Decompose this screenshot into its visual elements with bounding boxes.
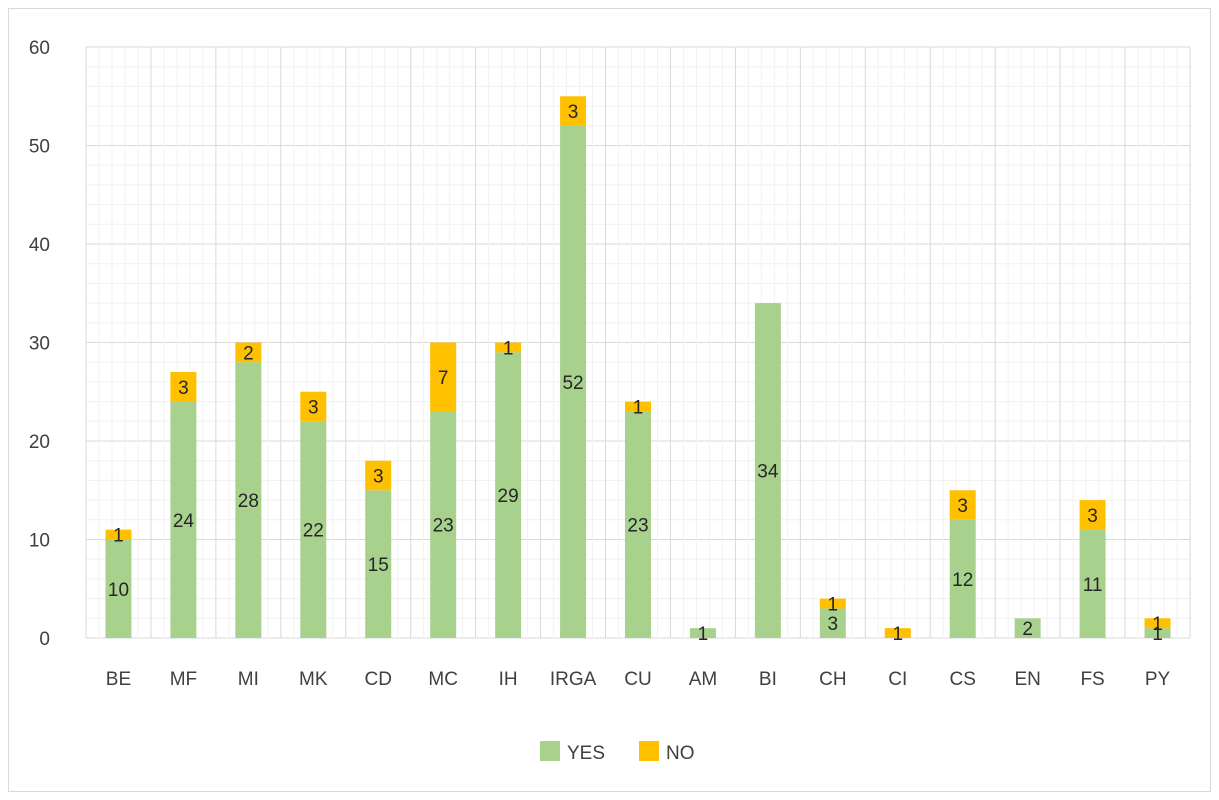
y-tick-label: 30	[29, 334, 50, 355]
y-tick-label: 60	[29, 38, 50, 59]
data-label-no-irga: 3	[568, 102, 579, 123]
data-label-yes-ih: 29	[498, 486, 519, 507]
x-tick-label-irga: IRGA	[550, 669, 597, 690]
bar-yes-mf	[170, 401, 197, 638]
chart-frame	[8, 8, 1211, 792]
x-tick-label-ch: CH	[819, 669, 846, 690]
x-tick-label-mc: MC	[428, 669, 458, 690]
data-label-yes-cd: 15	[368, 555, 389, 576]
data-label-no-mi: 2	[243, 343, 254, 364]
data-label-yes-mc: 23	[433, 516, 454, 537]
bar-no-py	[1144, 618, 1171, 629]
data-label-no-py: 1	[1152, 614, 1163, 635]
bar-no-ih	[495, 342, 522, 353]
data-label-no-be: 1	[113, 526, 124, 547]
x-tick-label-bi: BI	[759, 669, 777, 690]
x-tick-label-cu: CU	[624, 669, 651, 690]
bar-yes-ih	[495, 352, 522, 638]
data-label-yes-mk: 22	[303, 521, 324, 542]
x-tick-label-am: AM	[689, 669, 718, 690]
bar-yes-fs	[1079, 529, 1106, 638]
bars	[105, 96, 1171, 639]
data-labels: 1012432822231532372915232311343111232113…	[108, 102, 1163, 645]
bar-yes-ch	[819, 608, 846, 638]
y-tick-label: 10	[29, 531, 50, 552]
data-label-no-mk: 3	[308, 398, 319, 419]
x-tick-label-mf: MF	[170, 669, 197, 690]
bar-no-ci	[884, 628, 911, 638]
data-label-no-ih: 1	[503, 338, 514, 359]
data-label-yes-mf: 24	[173, 511, 195, 532]
y-tick-label: 20	[29, 432, 50, 453]
y-tick-label: 0	[39, 629, 50, 650]
bar-no-mf	[170, 372, 197, 402]
data-label-yes-bi: 34	[757, 462, 779, 483]
legend-item-yes: YES	[540, 741, 605, 764]
legend-label-yes: YES	[567, 743, 605, 764]
x-tick-label-ih: IH	[499, 669, 518, 690]
bar-yes-mc	[430, 411, 457, 638]
data-label-no-cu: 1	[633, 398, 644, 419]
data-label-no-cd: 3	[373, 466, 384, 487]
bar-yes-cs	[949, 519, 976, 638]
bar-yes-irga	[560, 125, 587, 639]
legend-item-no: NO	[639, 741, 695, 764]
data-label-yes-cu: 23	[627, 516, 648, 537]
data-label-yes-mi: 28	[238, 491, 259, 512]
bar-no-cd	[365, 460, 392, 491]
x-tick-label-en: EN	[1014, 669, 1040, 690]
data-label-yes-py: 1	[1152, 624, 1163, 645]
bar-yes-be	[105, 539, 132, 638]
x-tick-label-cd: CD	[365, 669, 392, 690]
bar-yes-cd	[365, 490, 392, 638]
data-label-yes-irga: 52	[562, 373, 583, 394]
x-tick-label-ci: CI	[888, 669, 907, 690]
data-label-no-mf: 3	[178, 378, 189, 399]
bar-no-mc	[430, 342, 457, 412]
legend: YES NO	[540, 741, 695, 764]
data-label-no-ci: 1	[892, 624, 903, 645]
x-tick-label-mk: MK	[299, 669, 328, 690]
bar-yes-en	[1014, 618, 1041, 638]
bar-no-fs	[1079, 500, 1106, 530]
legend-swatch-no	[639, 741, 659, 761]
data-label-no-fs: 3	[1087, 506, 1098, 527]
data-label-yes-cs: 12	[952, 570, 973, 591]
data-label-yes-ch: 3	[828, 614, 839, 635]
bar-no-cs	[949, 490, 976, 520]
data-label-yes-am: 1	[698, 624, 709, 645]
data-label-yes-fs: 11	[1083, 575, 1103, 596]
bar-yes-am	[689, 628, 716, 638]
x-axis-ticks: BE MF MI MK CD MC IH IRGA CU AM BI CH CI CS EN FS PY	[106, 669, 1171, 690]
bar-no-mi	[235, 342, 262, 363]
bar-no-irga	[560, 96, 587, 126]
x-tick-label-be: BE	[106, 669, 131, 690]
bar-yes-bi	[754, 303, 781, 638]
y-tick-label: 40	[29, 235, 50, 256]
bar-no-mk	[300, 391, 327, 422]
legend-label-no: NO	[666, 743, 695, 764]
bar-no-ch	[819, 598, 846, 609]
bar-yes-mi	[235, 362, 262, 638]
x-tick-label-cs: CS	[950, 669, 976, 690]
bar-yes-py	[1144, 628, 1171, 638]
data-label-yes-en: 2	[1022, 619, 1033, 640]
x-tick-label-mi: MI	[238, 669, 259, 690]
y-tick-label: 50	[29, 137, 50, 158]
data-label-no-mc: 7	[438, 368, 449, 389]
data-label-no-cs: 3	[957, 496, 968, 517]
data-label-yes-be: 10	[108, 580, 129, 601]
data-label-no-ch: 1	[828, 595, 839, 616]
x-tick-label-fs: FS	[1080, 669, 1104, 690]
bar-yes-cu	[625, 411, 651, 638]
x-tick-label-py: PY	[1145, 669, 1171, 690]
bar-no-be	[105, 529, 132, 540]
y-axis-ticks: 0 10 20 30 40 50 60	[29, 38, 50, 650]
bar-no-cu	[625, 401, 651, 412]
legend-swatch-yes	[540, 741, 560, 761]
bar-yes-mk	[300, 421, 327, 638]
